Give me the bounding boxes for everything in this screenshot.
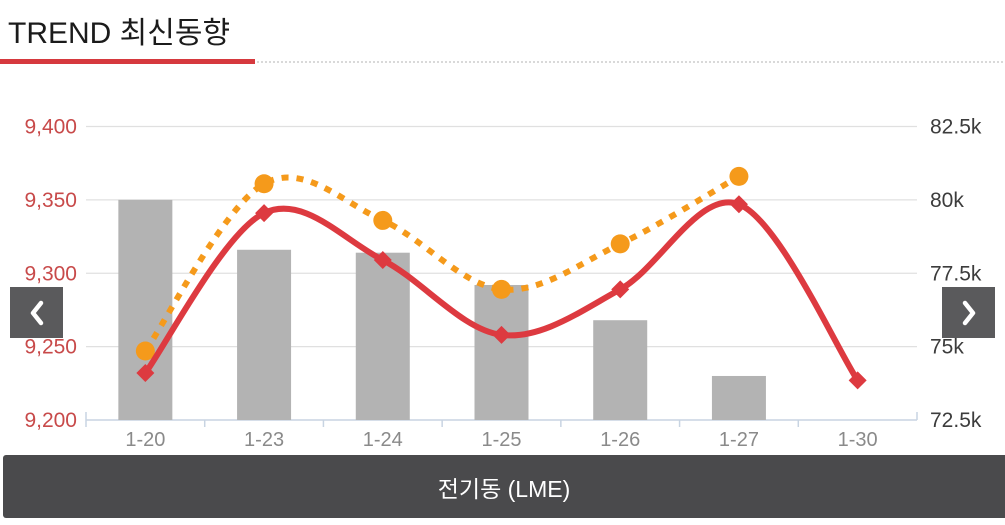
- svg-text:1-26: 1-26: [600, 429, 640, 451]
- svg-text:1-30: 1-30: [838, 429, 878, 451]
- svg-text:82.5k: 82.5k: [930, 116, 982, 139]
- svg-text:77.5k: 77.5k: [930, 262, 982, 285]
- svg-text:1-20: 1-20: [125, 429, 165, 451]
- next-button[interactable]: [942, 287, 995, 338]
- svg-text:9,250: 9,250: [24, 336, 77, 359]
- svg-text:1-24: 1-24: [363, 429, 403, 451]
- svg-text:9,400: 9,400: [24, 116, 77, 139]
- trend-chart: 9,400 9,350 9,300 9,250 9,200 82.5k 80k 77.5k 75…: [24, 116, 982, 452]
- chevron-right-icon: [962, 300, 975, 325]
- svg-text:1-23: 1-23: [244, 429, 284, 451]
- chevron-left-icon: [30, 300, 43, 325]
- svg-text:9,350: 9,350: [24, 189, 77, 212]
- svg-text:9,300: 9,300: [24, 262, 77, 285]
- svg-text:75k: 75k: [930, 336, 964, 359]
- page-title: TREND 최신동향: [8, 17, 231, 50]
- svg-text:72.5k: 72.5k: [930, 409, 982, 432]
- svg-text:9,200: 9,200: [24, 409, 77, 432]
- footer-bar: 전기동 (LME): [3, 455, 1005, 518]
- svg-text:1-27: 1-27: [719, 429, 759, 451]
- dotted-rule: [257, 61, 1003, 63]
- title-underline: [0, 59, 255, 64]
- svg-text:1-25: 1-25: [481, 429, 521, 451]
- svg-text:80k: 80k: [930, 189, 964, 212]
- footer-label: 전기동 (LME): [437, 475, 571, 502]
- prev-button[interactable]: [10, 287, 63, 338]
